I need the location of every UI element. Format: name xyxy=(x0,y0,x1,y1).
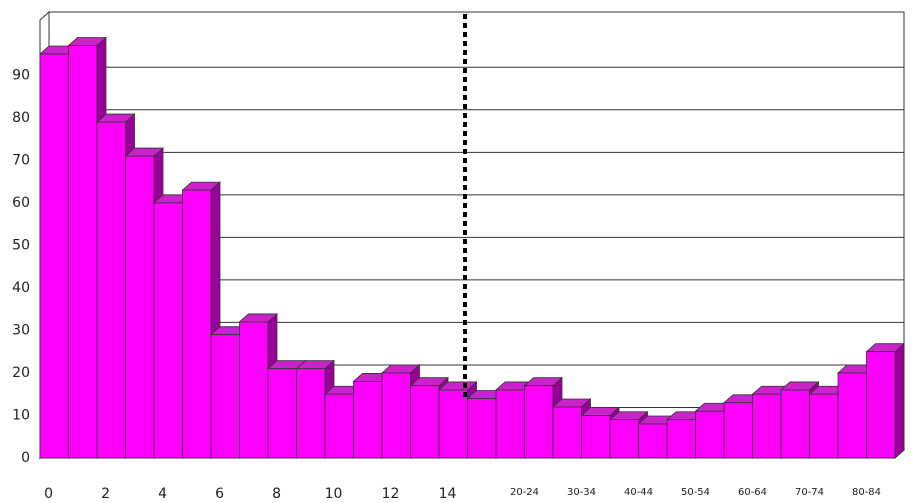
bar-front xyxy=(809,393,839,459)
bar-side xyxy=(894,342,905,459)
y-tick-label: 10 xyxy=(12,407,30,423)
bars xyxy=(38,36,906,459)
x-tick-label: 20-24 xyxy=(510,487,539,498)
y-tick-label: 0 xyxy=(21,450,30,466)
bar-front xyxy=(524,385,554,459)
y-tick-label: 30 xyxy=(12,322,30,338)
bar-front xyxy=(552,406,582,459)
bar-front xyxy=(296,368,326,459)
x-tick-label: 4 xyxy=(158,486,167,502)
bar-front xyxy=(353,381,383,459)
x-tick-label: 2 xyxy=(101,486,110,502)
y-tick-label: 90 xyxy=(12,67,30,83)
y-tick-label: 50 xyxy=(12,237,30,253)
y-tick-label: 60 xyxy=(12,195,30,211)
bar-front xyxy=(723,402,753,459)
labels: 0 10 20 30 40 50 60 70 80 90 0 2 4 6 8 10 12 14 20-24 30-34… xyxy=(12,67,881,502)
bar-front xyxy=(638,423,668,459)
x-tick-label: 10 xyxy=(325,486,343,502)
bar-front xyxy=(438,389,468,459)
bar-front xyxy=(609,419,639,459)
bar-front xyxy=(153,202,183,459)
x-tick-label: 30-34 xyxy=(567,487,596,498)
bar-front xyxy=(39,53,69,459)
bar-front xyxy=(695,410,725,459)
bar-front xyxy=(267,368,297,459)
bar-front xyxy=(495,389,525,459)
bar-front xyxy=(68,45,98,459)
x-tick-label: 80-84 xyxy=(852,487,881,498)
bar-front xyxy=(182,189,212,459)
bar-front xyxy=(467,398,497,459)
bar-front xyxy=(125,155,155,459)
bar xyxy=(865,342,906,459)
bar-front xyxy=(96,121,126,459)
x-tick-label: 0 xyxy=(44,486,53,502)
y-tick-label: 20 xyxy=(12,365,30,381)
bar-front xyxy=(239,321,269,459)
x-tick-label: 70-74 xyxy=(795,487,824,498)
y-tick-label: 80 xyxy=(12,110,30,126)
x-tick-label: 50-54 xyxy=(681,487,710,498)
bar-front xyxy=(410,385,440,459)
y-tick-label: 70 xyxy=(12,152,30,168)
x-tick-label: 14 xyxy=(439,486,457,502)
bar-front xyxy=(581,415,611,459)
y-tick-label: 40 xyxy=(12,280,30,296)
bar-front xyxy=(324,393,354,459)
bar-front xyxy=(837,372,867,459)
bar-front xyxy=(210,334,240,459)
x-tick-label: 60-64 xyxy=(738,487,767,498)
bar-front xyxy=(381,372,411,459)
x-tick-label: 12 xyxy=(382,486,400,502)
x-tick-label: 40-44 xyxy=(624,487,653,498)
x-tick-label: 8 xyxy=(272,486,281,502)
bar-front xyxy=(866,351,896,459)
bar-front xyxy=(780,389,810,459)
bar-front xyxy=(752,393,782,459)
x-tick-label: 6 xyxy=(215,486,224,502)
bar-front xyxy=(666,419,696,459)
